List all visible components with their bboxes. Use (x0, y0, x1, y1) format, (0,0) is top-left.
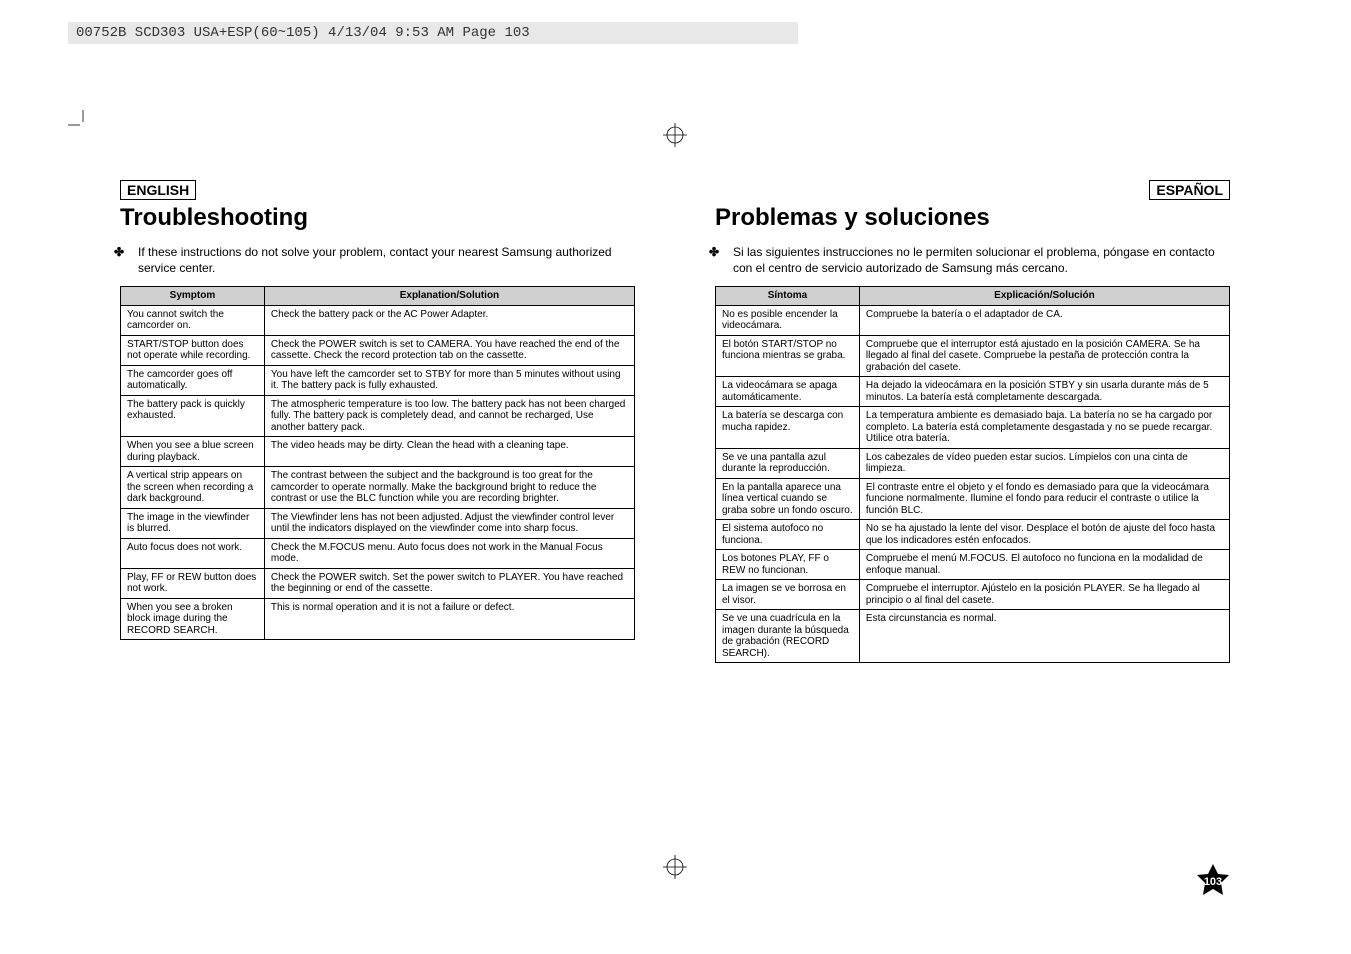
explanation-cell: The Viewfinder lens has not been adjuste… (264, 508, 634, 538)
explanation-cell: Check the POWER switch is set to CAMERA.… (264, 335, 634, 365)
table-row: Auto focus does not work.Check the M.FOC… (121, 538, 635, 568)
symptom-cell: START/STOP button does not operate while… (121, 335, 265, 365)
intro-text-right: Si las siguientes instrucciones no le pe… (733, 245, 1215, 275)
explanation-cell: Compruebe que el interruptor está ajusta… (859, 335, 1229, 377)
file-header: 00752B SCD303 USA+ESP(60~105) 4/13/04 9:… (68, 22, 798, 44)
table-row: La imagen se ve borrosa en el visor.Comp… (716, 580, 1230, 610)
section-title-right: Problemas y soluciones (715, 204, 1230, 232)
symptom-cell: La videocámara se apaga automáticamente. (716, 377, 860, 407)
explanation-cell: The atmospheric temperature is too low. … (264, 395, 634, 437)
explanation-cell: The contrast between the subject and the… (264, 467, 634, 509)
symptom-cell: La batería se descarga con mucha rapidez… (716, 407, 860, 449)
explanation-cell: Check the POWER switch. Set the power sw… (264, 568, 634, 598)
table-row: No es posible encender la videocámara.Co… (716, 305, 1230, 335)
lang-label-english: ENGLISH (120, 180, 196, 200)
table-row: El sistema autofoco no funciona.No se ha… (716, 520, 1230, 550)
table-row: La batería se descarga con mucha rapidez… (716, 407, 1230, 449)
symptom-cell: En la pantalla aparece una línea vertica… (716, 478, 860, 520)
intro-left: ✤If these instructions do not solve your… (120, 244, 635, 276)
symptom-cell: El sistema autofoco no funciona. (716, 520, 860, 550)
right-column: ESPAÑOL Problemas y soluciones ✤Si las s… (715, 180, 1230, 663)
symptom-cell: A vertical strip appears on the screen w… (121, 467, 265, 509)
registration-mark-bottom (660, 852, 690, 887)
crop-mark-top-left (68, 110, 98, 145)
table-row: Play, FF or REW button does not work.Che… (121, 568, 635, 598)
symptom-cell: Play, FF or REW button does not work. (121, 568, 265, 598)
table-row: El botón START/STOP no funciona mientras… (716, 335, 1230, 377)
explanation-cell: The video heads may be dirty. Clean the … (264, 437, 634, 467)
troubleshooting-table-left: Symptom Explanation/Solution You cannot … (120, 286, 635, 640)
table-header-explicacion: Explicación/Solución (859, 287, 1229, 306)
page-number-text: 103 (1204, 876, 1222, 888)
symptom-cell: No es posible encender la videocámara. (716, 305, 860, 335)
registration-mark-top (660, 120, 690, 155)
symptom-cell: Se ve una cuadrícula en la imagen durant… (716, 610, 860, 663)
explanation-cell: El contraste entre el objeto y el fondo … (859, 478, 1229, 520)
page-number-badge: 103 (1195, 863, 1231, 899)
table-row: Se ve una cuadrícula en la imagen durant… (716, 610, 1230, 663)
explanation-cell: Esta circunstancia es normal. (859, 610, 1229, 663)
table-row: La videocámara se apaga automáticamente.… (716, 377, 1230, 407)
table-row: Se ve una pantalla azul durante la repro… (716, 448, 1230, 478)
symptom-cell: The image in the viewfinder is blurred. (121, 508, 265, 538)
section-title-left: Troubleshooting (120, 204, 635, 232)
explanation-cell: You have left the camcorder set to STBY … (264, 365, 634, 395)
explanation-cell: No se ha ajustado la lente del visor. De… (859, 520, 1229, 550)
explanation-cell: La temperatura ambiente es demasiado baj… (859, 407, 1229, 449)
symptom-cell: Auto focus does not work. (121, 538, 265, 568)
table-row: START/STOP button does not operate while… (121, 335, 635, 365)
table-header-symptom: Symptom (121, 287, 265, 306)
explanation-cell: This is normal operation and it is not a… (264, 598, 634, 640)
table-row: When you see a blue screen during playba… (121, 437, 635, 467)
table-header-explanation: Explanation/Solution (264, 287, 634, 306)
symptom-cell: Se ve una pantalla azul durante la repro… (716, 448, 860, 478)
table-row: En la pantalla aparece una línea vertica… (716, 478, 1230, 520)
bullet-icon: ✤ (126, 244, 138, 260)
table-body-right: No es posible encender la videocámara.Co… (716, 305, 1230, 663)
symptom-cell: The battery pack is quickly exhausted. (121, 395, 265, 437)
table-row: Los botones PLAY, FF o REW no funcionan.… (716, 550, 1230, 580)
symptom-cell: When you see a blue screen during playba… (121, 437, 265, 467)
intro-text-left: If these instructions do not solve your … (138, 245, 612, 275)
symptom-cell: You cannot switch the camcorder on. (121, 305, 265, 335)
table-row: A vertical strip appears on the screen w… (121, 467, 635, 509)
explanation-cell: Compruebe el interruptor. Ajústelo en la… (859, 580, 1229, 610)
lang-label-spanish: ESPAÑOL (1149, 180, 1230, 200)
table-header-sintoma: Síntoma (716, 287, 860, 306)
intro-right: ✤Si las siguientes instrucciones no le p… (715, 244, 1230, 276)
symptom-cell: The camcorder goes off automatically. (121, 365, 265, 395)
explanation-cell: Los cabezales de vídeo pueden estar suci… (859, 448, 1229, 478)
table-row: The camcorder goes off automatically.You… (121, 365, 635, 395)
explanation-cell: Check the M.FOCUS menu. Auto focus does … (264, 538, 634, 568)
symptom-cell: El botón START/STOP no funciona mientras… (716, 335, 860, 377)
table-row: You cannot switch the camcorder on.Check… (121, 305, 635, 335)
explanation-cell: Ha dejado la videocámara en la posición … (859, 377, 1229, 407)
left-column: ENGLISH Troubleshooting ✤If these instru… (120, 180, 635, 663)
explanation-cell: Check the battery pack or the AC Power A… (264, 305, 634, 335)
table-body-left: You cannot switch the camcorder on.Check… (121, 305, 635, 640)
symptom-cell: When you see a broken block image during… (121, 598, 265, 640)
table-row: The battery pack is quickly exhausted.Th… (121, 395, 635, 437)
bullet-icon: ✤ (721, 244, 733, 260)
table-row: When you see a broken block image during… (121, 598, 635, 640)
symptom-cell: La imagen se ve borrosa en el visor. (716, 580, 860, 610)
troubleshooting-table-right: Síntoma Explicación/Solución No es posib… (715, 286, 1230, 663)
explanation-cell: Compruebe el menú M.FOCUS. El autofoco n… (859, 550, 1229, 580)
symptom-cell: Los botones PLAY, FF o REW no funcionan. (716, 550, 860, 580)
explanation-cell: Compruebe la batería o el adaptador de C… (859, 305, 1229, 335)
file-info-text: 00752B SCD303 USA+ESP(60~105) 4/13/04 9:… (76, 25, 530, 41)
table-row: The image in the viewfinder is blurred.T… (121, 508, 635, 538)
